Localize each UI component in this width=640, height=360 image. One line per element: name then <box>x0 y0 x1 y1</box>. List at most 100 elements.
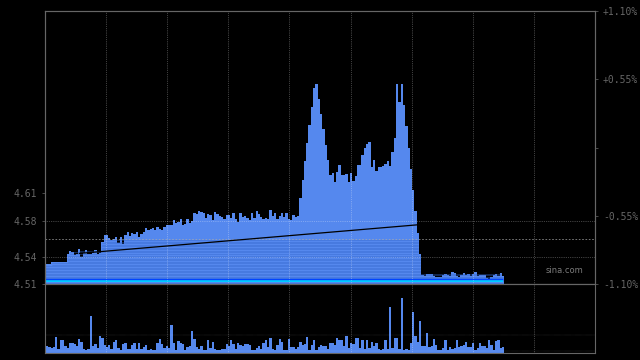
Bar <box>239 346 242 353</box>
Bar <box>398 102 401 284</box>
Bar <box>94 344 97 353</box>
Bar <box>346 174 348 284</box>
Bar <box>221 349 223 353</box>
Bar <box>426 274 428 284</box>
Bar <box>339 166 340 284</box>
Bar <box>339 340 340 353</box>
Bar <box>465 342 467 353</box>
Bar <box>140 349 143 353</box>
Bar <box>451 348 454 353</box>
Bar <box>209 348 212 353</box>
Bar <box>175 350 177 353</box>
Bar <box>396 338 398 353</box>
Bar <box>456 276 458 284</box>
Bar <box>212 220 214 284</box>
Bar <box>488 340 490 353</box>
Bar <box>150 229 152 284</box>
Bar <box>300 198 301 284</box>
Bar <box>71 343 74 353</box>
Bar <box>364 148 366 284</box>
Bar <box>106 235 108 284</box>
Bar <box>177 341 180 353</box>
Bar <box>398 349 401 353</box>
Bar <box>97 254 99 284</box>
Bar <box>101 242 104 284</box>
Bar <box>442 348 444 353</box>
Bar <box>271 216 274 284</box>
Bar <box>297 216 300 284</box>
Bar <box>403 350 405 353</box>
Bar <box>316 350 317 353</box>
Bar <box>415 336 417 353</box>
Bar <box>483 346 486 353</box>
Bar <box>375 171 378 284</box>
Bar <box>230 341 232 353</box>
Bar <box>260 349 262 353</box>
Bar <box>180 219 182 284</box>
Bar <box>104 345 106 353</box>
Bar <box>67 255 69 284</box>
Bar <box>396 84 398 284</box>
Bar <box>389 166 392 284</box>
Bar <box>219 216 221 284</box>
Bar <box>205 218 207 284</box>
Bar <box>320 345 323 353</box>
Bar <box>389 307 392 353</box>
Bar <box>438 350 440 353</box>
Bar <box>159 229 161 284</box>
Bar <box>269 338 271 353</box>
Bar <box>392 152 394 284</box>
Bar <box>228 215 230 284</box>
Bar <box>470 276 472 284</box>
Bar <box>81 342 83 353</box>
Bar <box>150 350 152 353</box>
Bar <box>111 239 113 284</box>
Bar <box>216 214 219 284</box>
Bar <box>285 213 288 284</box>
Bar <box>292 347 294 353</box>
Bar <box>493 275 495 284</box>
Bar <box>219 350 221 353</box>
Bar <box>352 344 355 353</box>
Bar <box>136 233 138 284</box>
Bar <box>145 229 147 284</box>
Bar <box>440 350 442 353</box>
Bar <box>205 350 207 353</box>
Bar <box>191 221 193 284</box>
Bar <box>99 253 101 284</box>
Bar <box>129 236 131 284</box>
Bar <box>470 347 472 353</box>
Bar <box>440 276 442 284</box>
Bar <box>138 237 140 284</box>
Bar <box>477 276 479 284</box>
Bar <box>173 220 175 284</box>
Bar <box>352 181 355 284</box>
Bar <box>417 342 419 353</box>
Bar <box>78 339 81 353</box>
Bar <box>283 350 285 353</box>
Bar <box>202 350 205 353</box>
Bar <box>214 349 216 353</box>
Bar <box>152 228 154 284</box>
Bar <box>46 346 48 353</box>
Bar <box>237 343 239 353</box>
Bar <box>500 348 502 353</box>
Bar <box>382 166 385 284</box>
Bar <box>401 84 403 284</box>
Bar <box>248 345 251 353</box>
Bar <box>467 347 470 353</box>
Bar <box>274 350 276 353</box>
Bar <box>474 350 477 353</box>
Bar <box>173 343 175 353</box>
Bar <box>317 347 320 353</box>
Bar <box>78 249 81 284</box>
Bar <box>424 276 426 284</box>
Bar <box>200 346 202 353</box>
Bar <box>244 344 246 353</box>
Bar <box>152 350 154 353</box>
Bar <box>138 343 140 353</box>
Bar <box>202 213 205 284</box>
Bar <box>74 255 76 284</box>
Bar <box>163 227 166 284</box>
Bar <box>332 343 334 353</box>
